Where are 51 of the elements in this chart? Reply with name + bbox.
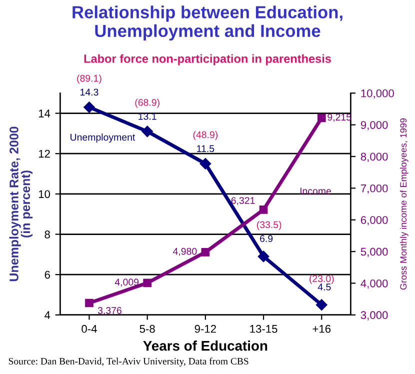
annotation: (33.5) [256,220,282,230]
annotation: (48.9) [193,131,218,140]
y2-tick-label: 10,000 [361,89,394,99]
point [259,206,268,214]
point [143,278,152,288]
y-tick-label: 6 [44,270,50,279]
y2-tick-label: 4,000 [360,279,388,289]
y-tick-label: 10 [38,190,50,198]
data-label: 14.3 [80,88,98,96]
data-label: 6.9 [260,235,273,242]
point [316,299,328,310]
y-tick-label: 8 [44,230,50,238]
data-label: 6,321 [231,197,255,206]
point [84,102,95,113]
data-label: 3,376 [98,307,122,316]
series-label: Income [300,188,331,194]
source-note: Source: Dan Ben-David, Tel-Aviv University, Data from CBS [8,358,248,367]
data-label: 4,980 [172,248,197,256]
data-label: 4,009 [114,278,139,287]
y2-tick-label: 7,000 [360,184,388,194]
point [258,250,270,262]
y2-tick-label: 3,000 [360,311,388,320]
data-label: 13.1 [138,112,156,120]
y2-tick-label: 5,000 [360,248,388,257]
y2-tick-label: 9,000 [360,121,388,130]
annotation: (23.0) [310,274,334,284]
y2-axis-title: Gross Monthly income of Employees, 1999 [400,118,408,290]
x-tick-label: +16 [312,324,331,333]
chart-title: Relationship between Education, Unemployment and Income [72,6,342,40]
x-tick-label: 9-12 [194,324,216,333]
chart-subtitle: Labor force non-participation in parenthesis [84,54,331,66]
point [142,126,153,138]
y-axis-title: Unemployment Rate, 2000 (in percent) [9,126,33,282]
point [317,114,326,122]
point [200,158,212,170]
y2-tick-label: 8,000 [360,152,388,162]
point [201,248,210,256]
data-label: 4.5 [318,284,331,290]
x-axis-title: Years of Education [143,340,268,351]
series-label: Unemployment [70,134,136,143]
y-tick-label: 14 [38,110,50,118]
annotation: (68.9) [135,98,160,108]
y-tick-label: 12 [38,150,50,158]
x-tick-label: 0-4 [82,324,97,333]
annotation: (89.1) [77,74,102,84]
point [85,298,94,308]
data-label: 11.5 [197,145,214,152]
x-tick-label: 5-8 [140,324,155,333]
y2-tick-label: 6,000 [360,216,388,226]
y-tick-label: 4 [44,311,50,319]
x-tick-label: 13-15 [250,324,278,333]
